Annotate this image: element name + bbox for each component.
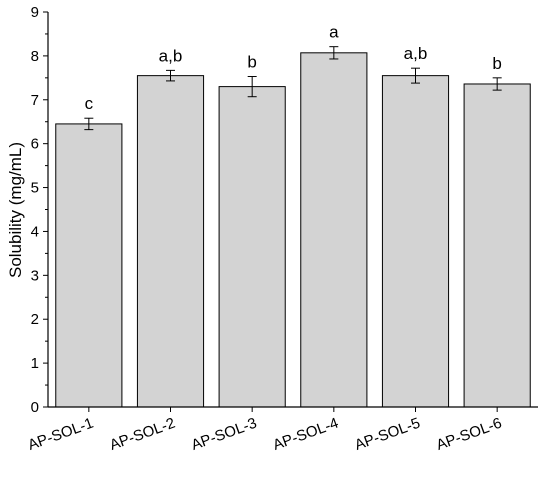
- bars-group: [55, 52, 531, 408]
- y-tick-label: 9: [31, 4, 39, 21]
- y-tick-label: 3: [31, 267, 39, 284]
- bar: [55, 123, 123, 408]
- bar: [381, 75, 450, 408]
- bar: [218, 86, 286, 408]
- error-bars-group: [84, 46, 502, 131]
- x-tick-label: AP-SOL-5: [352, 415, 422, 454]
- significance-labels-group: c a,b b a a,b b: [85, 23, 502, 114]
- y-tick-label: 5: [31, 180, 39, 197]
- significance-label: b: [492, 54, 501, 73]
- significance-label: c: [85, 94, 94, 113]
- x-axis: AP-SOL-1 AP-SOL-2 AP-SOL-3 AP-SOL-4 AP-SOL-5…: [26, 407, 504, 454]
- y-axis-label: Solubility (mg/mL): [6, 142, 25, 278]
- y-tick-label: 4: [31, 223, 39, 240]
- y-tick-label: 7: [31, 92, 39, 109]
- significance-label: a: [329, 23, 339, 42]
- y-tick-label: 6: [31, 136, 39, 153]
- significance-label: a,b: [159, 46, 183, 65]
- x-tick-label: AP-SOL-4: [271, 415, 341, 454]
- significance-label: b: [247, 53, 256, 72]
- y-tick-label: 1: [31, 355, 39, 372]
- y-tick-label: 8: [31, 48, 39, 65]
- x-tick-label: AP-SOL-2: [107, 415, 177, 454]
- bar: [136, 75, 205, 408]
- x-tick-label: AP-SOL-6: [434, 415, 504, 454]
- significance-label: a,b: [404, 44, 428, 63]
- y-tick-label: 2: [31, 311, 39, 328]
- y-tick-label: 0: [31, 399, 39, 416]
- bar: [300, 52, 368, 408]
- bar: [463, 83, 531, 408]
- x-tick-label: AP-SOL-3: [189, 415, 259, 454]
- x-tick-label: AP-SOL-1: [26, 415, 96, 454]
- y-axis: 0 1 2 3 4 5 6 7 8 9: [31, 4, 48, 416]
